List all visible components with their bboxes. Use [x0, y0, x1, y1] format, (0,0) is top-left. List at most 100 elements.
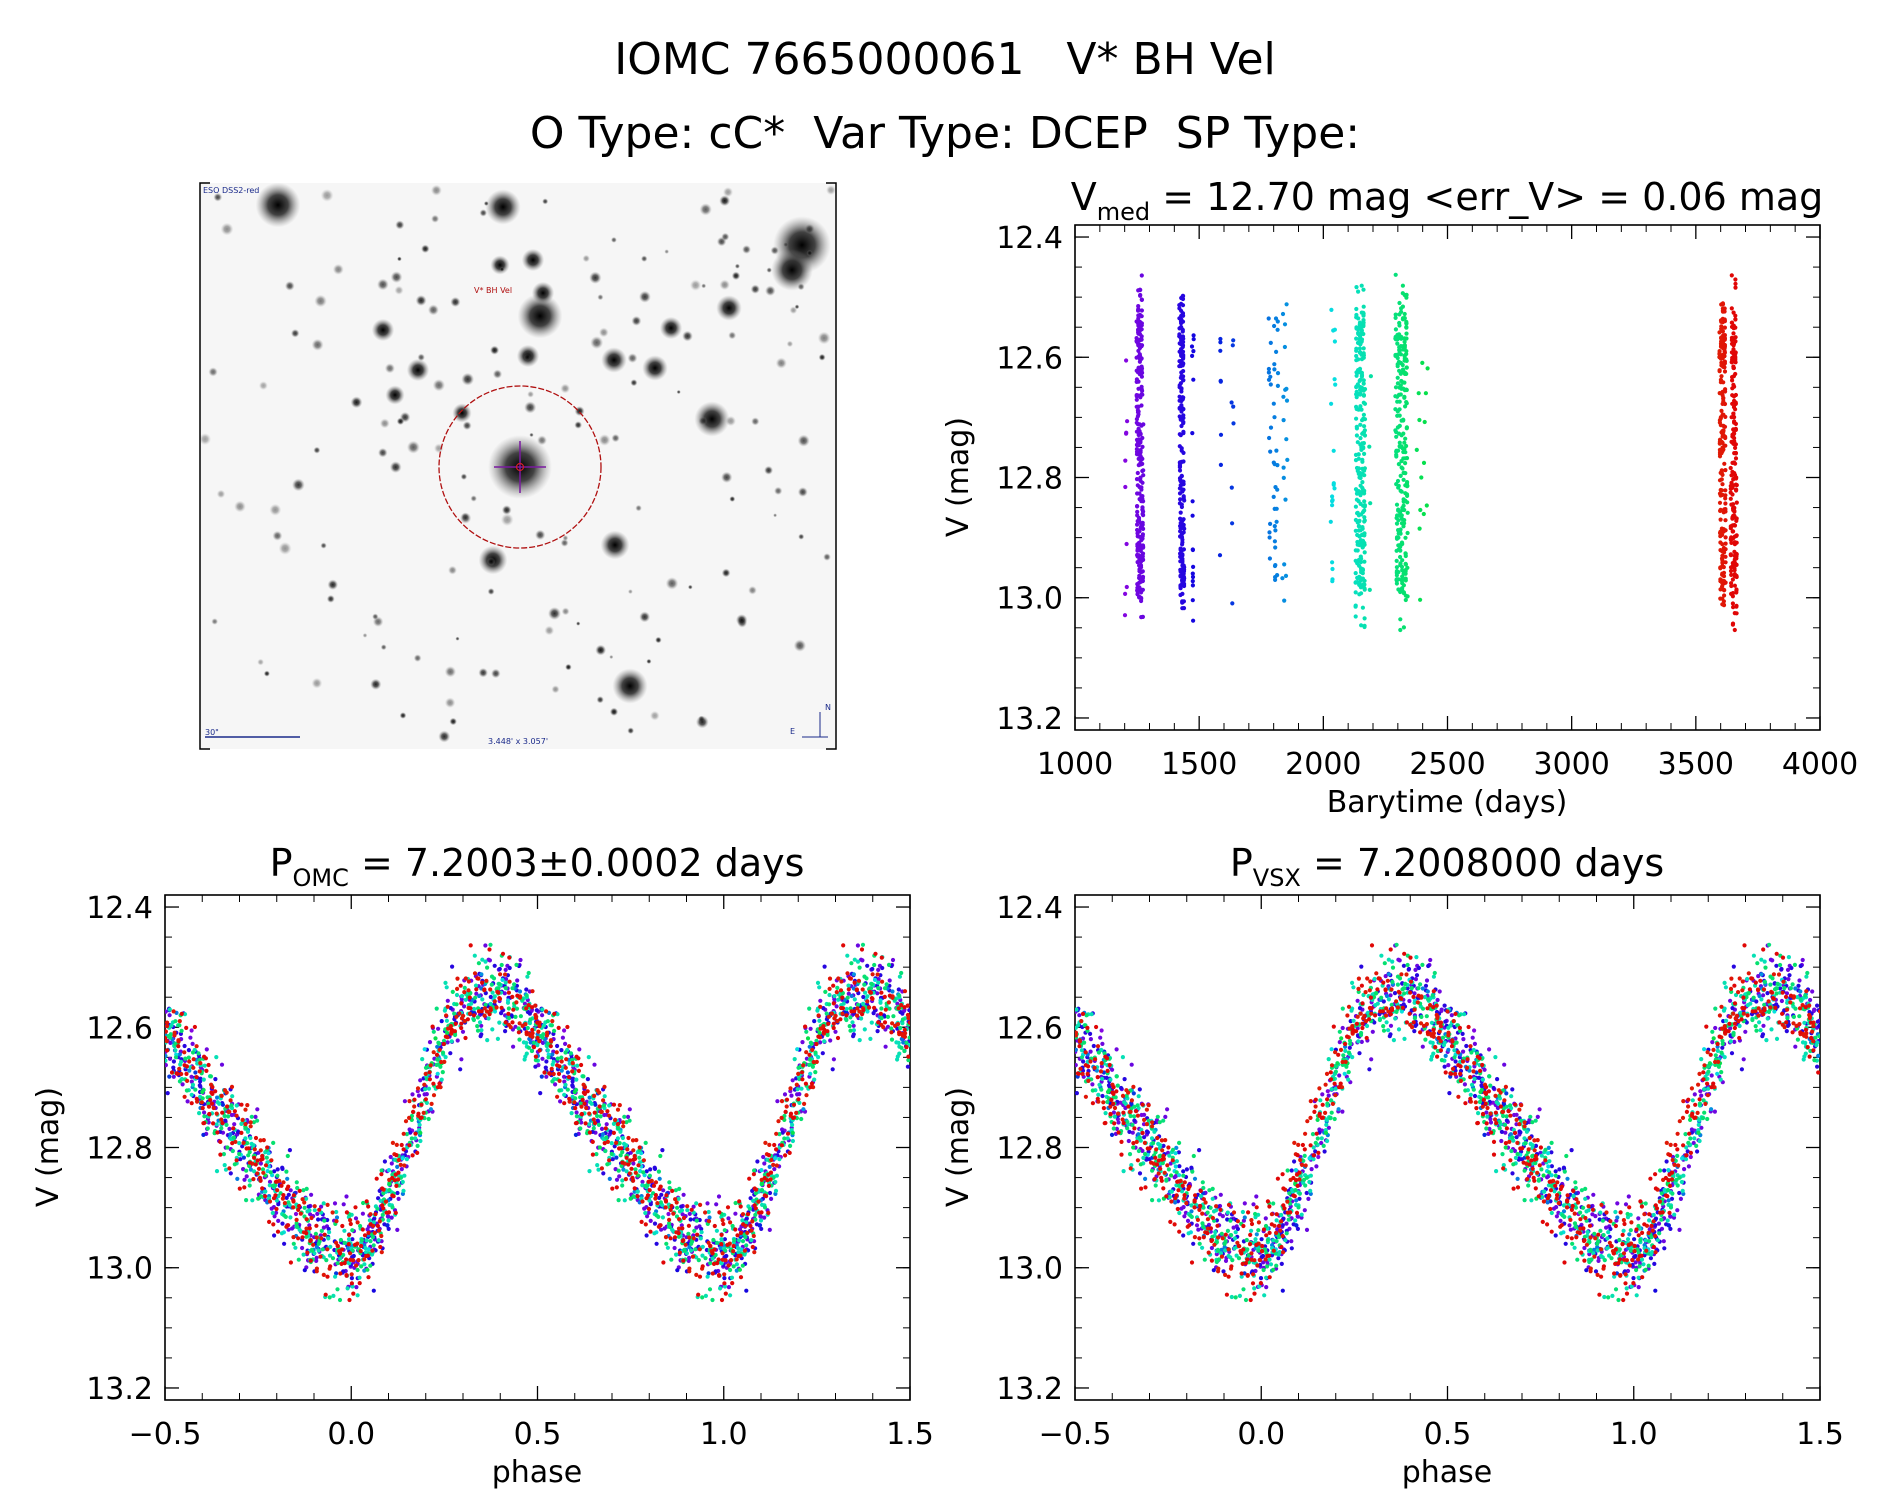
lightcurve-point: [1354, 285, 1359, 290]
lightcurve-point: [1401, 583, 1406, 588]
phase-omc-point: [882, 994, 887, 1000]
finder-star: [394, 285, 404, 295]
lightcurve-point: [1721, 529, 1726, 534]
phase-omc-point: [753, 1191, 759, 1196]
phase-omc-point: [253, 1114, 258, 1119]
phase-omc-point: [604, 1135, 609, 1140]
finder-star: [687, 584, 693, 590]
phase-omc-point: [224, 1122, 229, 1127]
phase-omc-point: [711, 1237, 716, 1243]
phase-omc-point: [376, 1228, 382, 1233]
phase-omc-point: [274, 1210, 279, 1215]
finder-star: [487, 588, 495, 595]
phase-omc-point: [418, 1138, 423, 1144]
phase-omc-point: [399, 1167, 404, 1172]
phase-omc-point: [235, 1129, 240, 1134]
phase-omc-point: [575, 1063, 580, 1068]
phase-omc-point: [267, 1183, 272, 1188]
lightcurve-point: [1268, 340, 1273, 345]
phase-omc-point: [691, 1204, 696, 1209]
phase-omc-point: [669, 1257, 674, 1262]
phase-omc-point: [503, 980, 508, 985]
lightcurve-point: [1135, 422, 1140, 427]
lightcurve-point: [1140, 533, 1145, 539]
lightcurve-point: [1330, 498, 1335, 503]
phase-omc-point: [263, 1194, 268, 1199]
phase-omc-point: [648, 1218, 653, 1223]
lightcurve-point: [1218, 379, 1223, 384]
phase-omc-point: [620, 1178, 625, 1183]
phase-omc-point: [706, 1240, 711, 1245]
lightcurve-point: [1401, 625, 1406, 630]
lightcurve-point: [1360, 459, 1365, 464]
lightcurve-point: [1139, 590, 1144, 595]
phase-omc-point: [189, 1079, 194, 1084]
phase-omc-point: [249, 1114, 254, 1119]
lightcurve-point: [1140, 494, 1145, 499]
phase-omc-point: [240, 1144, 245, 1149]
phase-omc-point: [714, 1202, 719, 1207]
phase-omc-point: [500, 951, 506, 956]
lightcurve-point: [1140, 520, 1145, 525]
phase-omc-point: [899, 1003, 904, 1008]
lightcurve-point: [1353, 590, 1358, 595]
lightcurve-point: [1361, 304, 1366, 309]
phase-omc-point: [686, 1231, 691, 1236]
phase-omc-point: [294, 1221, 299, 1226]
lightcurve-point: [1134, 437, 1140, 442]
phase-omc-point: [167, 1074, 172, 1079]
phase-omc-point: [281, 1180, 286, 1185]
lightcurve-point: [1722, 336, 1727, 341]
phase-omc-point: [338, 1237, 343, 1243]
lightcurve-point: [1358, 576, 1364, 581]
lightcurve-point: [1177, 306, 1182, 311]
phase-omc-point: [657, 1176, 662, 1181]
lightcurve-point: [1190, 431, 1195, 436]
finder-star: [371, 318, 395, 342]
phase-omc-point: [848, 1028, 853, 1033]
lightcurve-point: [1178, 319, 1184, 324]
phase-omc-point: [622, 1114, 627, 1119]
lightcurve-point: [1402, 498, 1407, 503]
phase-omc-point: [346, 1242, 351, 1247]
phase-omc-point: [574, 1054, 579, 1059]
phase-omc-point: [685, 1204, 690, 1209]
phase-omc-point: [738, 1275, 744, 1280]
phase-omc-point: [513, 1024, 518, 1029]
lightcurve-point: [1358, 483, 1363, 488]
phase-omc-point: [342, 1240, 347, 1245]
phase-omc-point: [321, 1201, 326, 1206]
phase-omc-point: [537, 1024, 542, 1029]
phase-omc-point: [767, 1190, 773, 1196]
phase-omc-point: [546, 1055, 551, 1060]
phase-omc-point: [815, 1008, 820, 1013]
phase-omc-point: [206, 1062, 211, 1068]
phase-omc-point: [167, 1007, 172, 1012]
phase-omc-point: [232, 1162, 237, 1167]
phase-omc-point: [708, 1243, 713, 1248]
phase-omc-point: [182, 1050, 187, 1055]
phase-omc-point: [503, 986, 508, 991]
phase-omc-point: [407, 1099, 412, 1104]
lightcurve-point: [1723, 518, 1728, 523]
phase-omc-point: [733, 1200, 738, 1206]
phase-omc-point: [617, 1146, 622, 1151]
lightcurve-point: [1218, 336, 1223, 342]
finder-star: [284, 281, 295, 291]
phase-omc-point: [220, 1110, 225, 1115]
finder-star: [332, 263, 344, 275]
phase-omc-point: [602, 1103, 607, 1108]
lightcurve-point: [1356, 524, 1362, 529]
lightcurve-point: [1178, 567, 1183, 572]
phase-omc-point: [667, 1217, 672, 1222]
phase-omc-point: [632, 1186, 637, 1191]
phase-omc-point: [243, 1136, 248, 1141]
finder-star: [574, 421, 583, 429]
fov-label: 3.448' x 3.057': [488, 737, 548, 746]
phase-omc-point: [600, 1132, 606, 1137]
phase-omc-point: [692, 1228, 697, 1233]
phase-omc-point: [710, 1297, 715, 1303]
phase-omc-point: [252, 1155, 257, 1160]
phase-omc-point: [894, 1040, 899, 1045]
lightcurve-point: [1359, 445, 1364, 450]
